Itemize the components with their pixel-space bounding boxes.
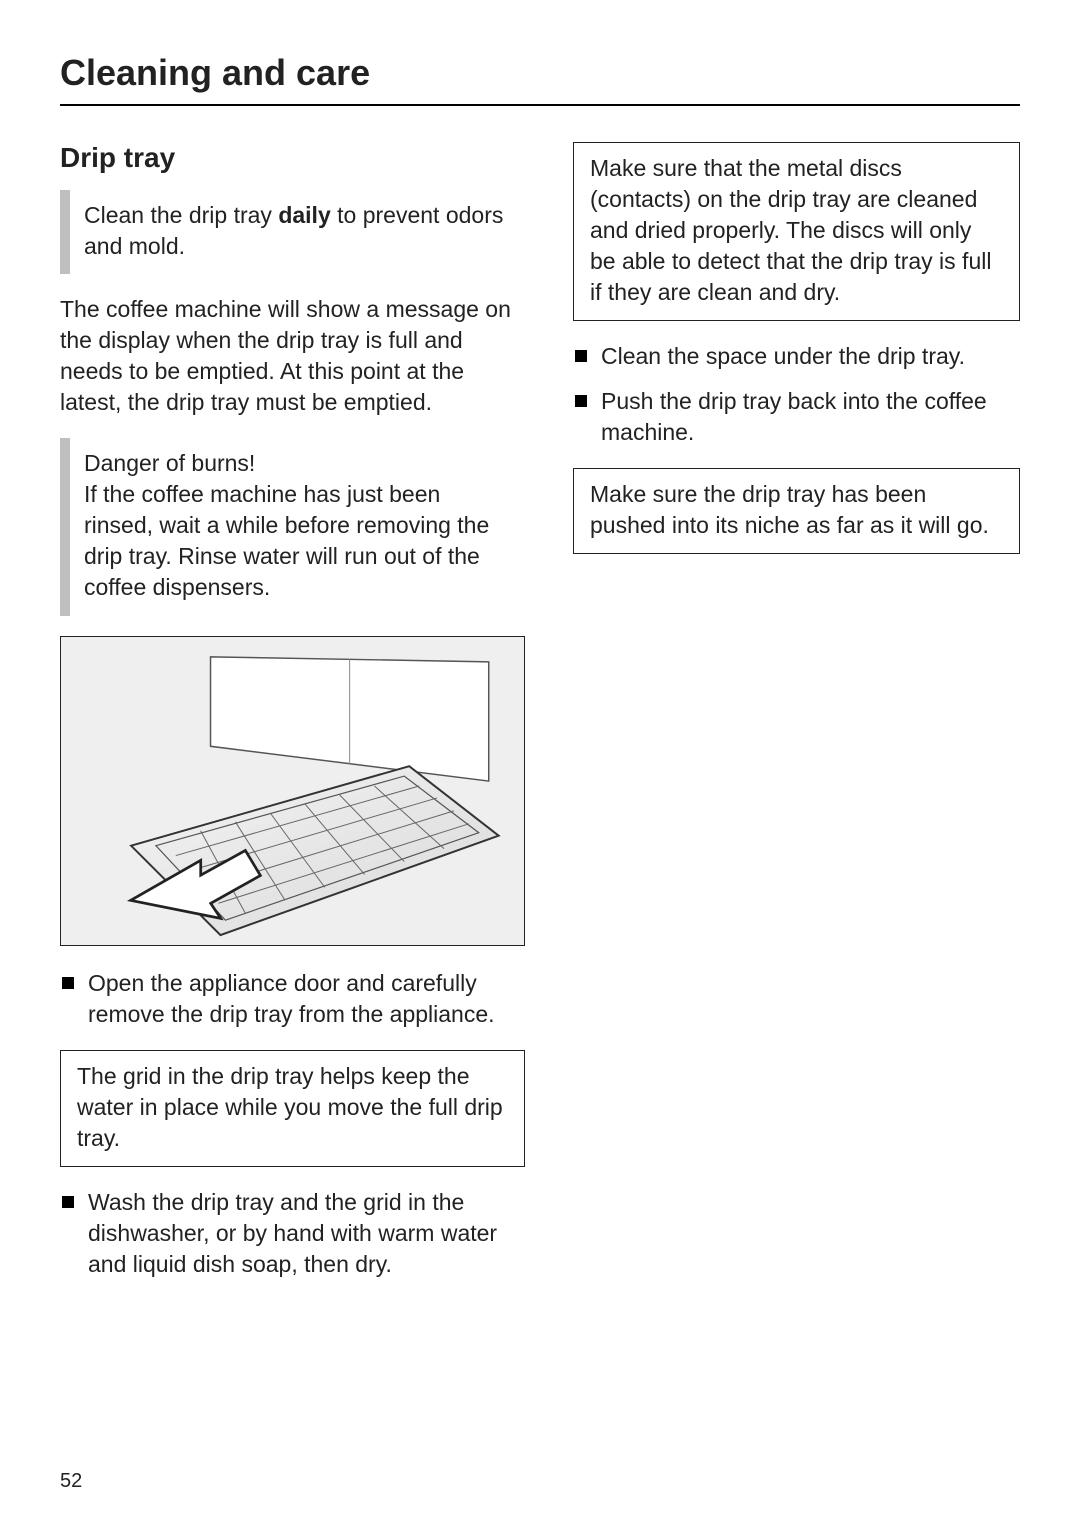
note-box-grid: The grid in the drip tray helps keep the…: [60, 1050, 525, 1167]
page-title: Cleaning and care: [60, 52, 1020, 106]
note-box-metal-discs: Make sure that the metal discs (contacts…: [573, 142, 1020, 321]
warning-heading: Danger of burns!: [84, 448, 505, 479]
page-number: 52: [60, 1470, 82, 1493]
tip-box-daily-clean: Clean the drip tray daily to prevent odo…: [60, 190, 525, 274]
two-column-layout: Drip tray Clean the drip tray daily to p…: [60, 142, 1020, 1489]
tip-text-prefix: Clean the drip tray: [84, 202, 278, 228]
section-subhead-drip-tray: Drip tray: [60, 142, 525, 174]
paragraph-display-message: The coffee machine will show a message o…: [60, 294, 525, 418]
step-list-left-a: Open the appliance door and carefully re…: [60, 968, 525, 1030]
step-clean-space: Clean the space under the drip tray.: [573, 341, 1020, 372]
manual-page: Cleaning and care Drip tray Clean the dr…: [0, 0, 1080, 1529]
figure-drip-tray: [60, 636, 525, 946]
step-list-left-b: Wash the drip tray and the grid in the d…: [60, 1187, 525, 1280]
note-box-push-niche: Make sure the drip tray has been pushed …: [573, 468, 1020, 554]
right-column: Make sure that the metal discs (contacts…: [573, 142, 1020, 1489]
tip-text-bold: daily: [278, 202, 330, 228]
warning-body: If the coffee machine has just been rins…: [84, 479, 505, 603]
step-list-right: Clean the space under the drip tray. Pus…: [573, 341, 1020, 448]
warning-box-burns: Danger of burns! If the coffee machine h…: [60, 438, 525, 615]
left-column: Drip tray Clean the drip tray daily to p…: [60, 142, 525, 1489]
step-push-back: Push the drip tray back into the coffee …: [573, 386, 1020, 448]
step-wash-tray: Wash the drip tray and the grid in the d…: [60, 1187, 525, 1280]
drip-tray-illustration-icon: [61, 637, 524, 945]
step-open-door: Open the appliance door and carefully re…: [60, 968, 525, 1030]
